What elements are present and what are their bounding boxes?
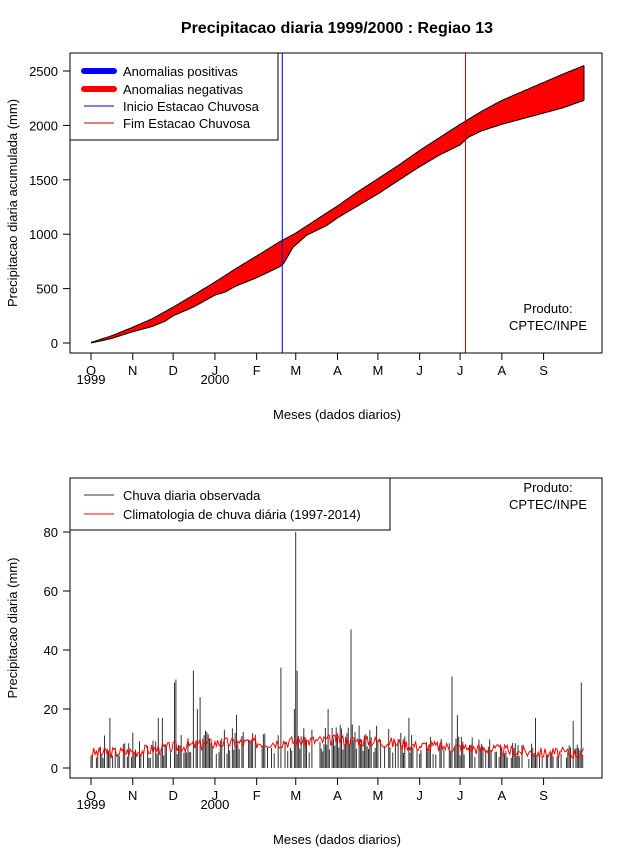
legend-label-climatology: Climatologia de chuva diária (1997-2014) bbox=[123, 507, 361, 522]
anomaly-area bbox=[90, 65, 585, 344]
legend-label-positive: Anomalias positivas bbox=[123, 64, 238, 79]
daily-chart: 0 20 40 60 80 O N D J F M A M J J A S 1999 2000 Precipita… bbox=[5, 477, 603, 847]
chart-title: Precipitacao diaria 1999/2000 : Regiao 1… bbox=[181, 20, 493, 37]
observed-bars bbox=[90, 532, 584, 768]
x-year-label-1: 2000 bbox=[200, 372, 229, 387]
x-tick-label-7: M bbox=[372, 363, 383, 378]
x-tick-label-7: M bbox=[372, 788, 383, 803]
legend: Chuva diaria observada Climatologia de c… bbox=[69, 477, 391, 531]
x-axis: O N D J F M A M J J A S 1999 2000 bbox=[77, 778, 548, 812]
x-tick-label-3: J bbox=[212, 363, 219, 378]
y-tick-label-2: 40 bbox=[44, 643, 58, 658]
y-tick-label-3: 60 bbox=[44, 584, 58, 599]
x-tick-label-9: J bbox=[457, 788, 464, 803]
x-axis-label: Meses (dados diarios) bbox=[273, 832, 401, 847]
y-axis: 0 500 1000 1500 2000 2500 bbox=[29, 64, 70, 351]
y-tick-label-2: 1000 bbox=[29, 227, 58, 242]
plot-frame bbox=[69, 52, 603, 354]
x-tick-label-11: S bbox=[539, 363, 548, 378]
y-tick-label-4: 2000 bbox=[29, 118, 58, 133]
y-tick-label-1: 500 bbox=[36, 282, 58, 297]
y-tick-label-4: 80 bbox=[44, 525, 58, 540]
x-tick-label-6: A bbox=[333, 788, 342, 803]
x-year-label-0: 1999 bbox=[77, 372, 106, 387]
climatology-accumulated-line bbox=[90, 65, 585, 343]
x-year-label-0: 1999 bbox=[77, 797, 106, 812]
x-tick-label-10: A bbox=[497, 788, 506, 803]
x-tick-label-1: N bbox=[128, 788, 137, 803]
x-axis-label: Meses (dados diarios) bbox=[273, 407, 401, 422]
x-tick-label-3: J bbox=[212, 788, 219, 803]
y-axis-label: Precipitacao diaria acumulada (mm) bbox=[5, 99, 20, 307]
annotation-source: CPTEC/INPE bbox=[509, 318, 587, 333]
legend-label-negative: Anomalias negativas bbox=[123, 82, 243, 97]
x-tick-label-9: J bbox=[457, 363, 464, 378]
y-tick-label-5: 2500 bbox=[29, 64, 58, 79]
x-tick-label-8: J bbox=[416, 788, 423, 803]
x-tick-label-5: M bbox=[290, 788, 301, 803]
x-tick-label-2: D bbox=[168, 788, 177, 803]
legend: Anomalias positivas Anomalias negativas … bbox=[69, 52, 279, 141]
x-tick-label-6: A bbox=[333, 363, 342, 378]
x-tick-label-8: J bbox=[416, 363, 423, 378]
x-year-label-1: 2000 bbox=[200, 797, 229, 812]
annotation-source: CPTEC/INPE bbox=[509, 497, 587, 512]
x-tick-label-5: M bbox=[290, 363, 301, 378]
y-tick-label-1: 20 bbox=[44, 702, 58, 717]
y-axis-label: Precipitacao diaria (mm) bbox=[5, 558, 20, 699]
x-tick-label-10: A bbox=[497, 363, 506, 378]
x-tick-label-1: N bbox=[128, 363, 137, 378]
negative-anomaly-area bbox=[91, 65, 584, 343]
x-tick-label-11: S bbox=[539, 788, 548, 803]
climatology-line bbox=[90, 732, 585, 760]
y-tick-label-0: 0 bbox=[51, 336, 58, 351]
legend-label-observed: Chuva diaria observada bbox=[123, 488, 261, 503]
observed-accumulated-line bbox=[90, 99, 585, 344]
x-tick-label-2: D bbox=[168, 363, 177, 378]
legend-label-end: Fim Estacao Chuvosa bbox=[123, 116, 251, 131]
x-tick-label-4: F bbox=[253, 363, 261, 378]
x-tick-label-0: O bbox=[86, 788, 96, 803]
legend-label-start: Inicio Estacao Chuvosa bbox=[123, 99, 260, 114]
annotation-product: Produto: bbox=[523, 301, 572, 316]
y-tick-label-3: 1500 bbox=[29, 173, 58, 188]
x-axis: O N D J F M A M J J A S 1999 2000 bbox=[77, 353, 548, 387]
accumulated-chart: 0 500 1000 1500 2000 2500 O N D J F M A M J J A S 1999 200… bbox=[5, 52, 603, 422]
y-tick-label-0: 0 bbox=[51, 761, 58, 776]
x-tick-label-0: O bbox=[86, 363, 96, 378]
annotation-product: Produto: bbox=[523, 480, 572, 495]
y-axis: 0 20 40 60 80 bbox=[44, 525, 70, 776]
x-tick-label-4: F bbox=[253, 788, 261, 803]
